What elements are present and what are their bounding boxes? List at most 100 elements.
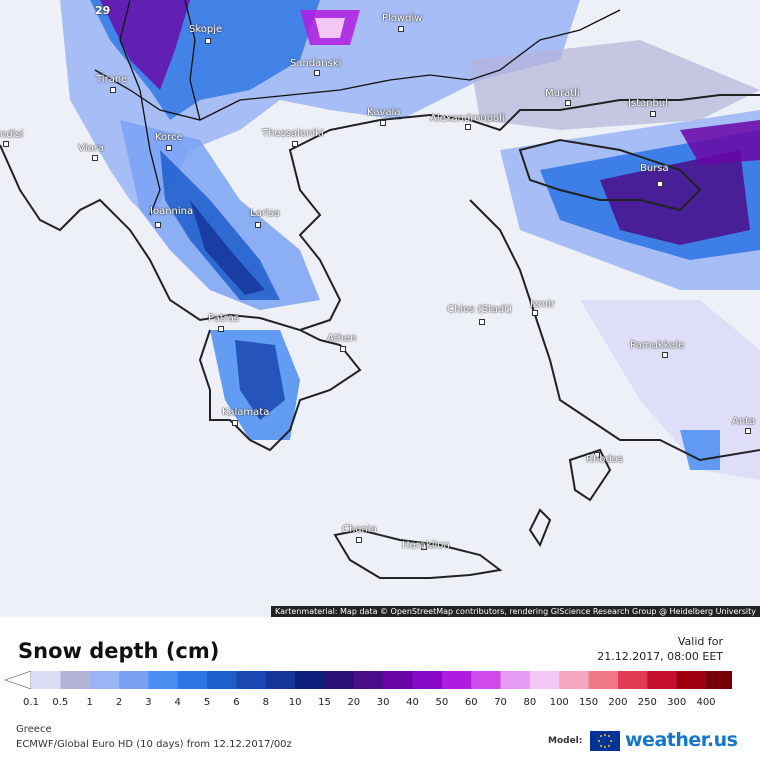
scale-tick-label: 20	[347, 697, 361, 708]
city-marker	[657, 181, 663, 187]
city-marker	[314, 70, 320, 76]
city-marker	[340, 346, 346, 352]
city-label-rhodos: Rhodos	[586, 454, 624, 465]
scale-tick-label: 300	[667, 697, 687, 708]
scale-tick-label: 40	[406, 697, 419, 708]
scale-tick-label: 250	[637, 697, 657, 708]
scale-band	[441, 671, 472, 689]
legend-title: Snow depth (cm)	[18, 639, 220, 663]
scale-tick-label: 3	[145, 697, 152, 708]
city-label-anta: Anta	[732, 416, 756, 427]
city-marker	[255, 222, 261, 228]
city-label-vlora: Vlora	[78, 143, 104, 154]
valid-for-date: 21.12.2017, 08:00 EET	[597, 650, 723, 663]
scale-band	[471, 671, 502, 689]
corner-value: 29	[95, 4, 111, 17]
city-marker	[532, 310, 538, 316]
city-label-athen: Athen	[327, 333, 357, 344]
city-label-plowdiw: Plowdiw	[382, 13, 423, 24]
city-label-tirane: Tirane	[96, 74, 128, 85]
city-marker	[110, 87, 116, 93]
scale-band	[31, 671, 61, 689]
scale-band	[60, 671, 91, 689]
city-marker	[218, 326, 224, 332]
scale-tick-label: 8	[262, 697, 269, 708]
scale-band	[588, 671, 619, 689]
country-borders	[94, 0, 621, 216]
city-label-chania: Chania	[342, 524, 377, 535]
scale-tick-label: 4	[174, 697, 181, 708]
city-marker	[232, 420, 238, 426]
city-marker	[565, 100, 571, 106]
scale-band	[559, 671, 590, 689]
city-marker	[421, 544, 427, 550]
city-marker	[356, 537, 362, 543]
snow-depth-map[interactable]: 29 Skopje Plowdiw Sandanski Tirane Murat…	[0, 0, 760, 617]
model-run-info: ECMWF/Global Euro HD (10 days) from 12.1…	[16, 739, 292, 750]
scale-tick-label: 60	[464, 697, 478, 708]
scale-tick-label: 10	[288, 697, 302, 708]
scale-band	[295, 671, 325, 689]
scale-tick-label: 400	[696, 697, 716, 708]
city-label-korce: Korce	[155, 132, 183, 143]
scale-tick-label: 30	[376, 697, 390, 708]
scale-band	[177, 671, 208, 689]
map-attribution: Kartenmaterial: Map data © OpenStreetMap…	[270, 606, 760, 617]
weather-us-logo[interactable]: weather.us	[625, 729, 738, 751]
scale-band	[617, 671, 648, 689]
city-marker	[292, 141, 298, 147]
scale-tick-label: 0.1	[23, 697, 39, 708]
valid-for-label: Valid for	[677, 635, 723, 648]
scale-tick-label: 15	[318, 697, 331, 708]
city-marker	[92, 155, 98, 161]
city-label-kalamata: Kalamata	[222, 407, 270, 418]
scale-band	[676, 671, 707, 689]
city-label-pamukkale: Pamukkale	[630, 340, 685, 351]
city-marker	[155, 222, 161, 228]
scale-tick-label: 50	[435, 697, 449, 708]
city-label-thessaloniki: Thessaloniki	[262, 128, 324, 139]
city-marker	[205, 38, 211, 44]
city-marker	[465, 124, 471, 130]
snow-field-west	[120, 120, 320, 310]
city-label-larisa: Larisa	[250, 208, 280, 219]
scale-band	[383, 671, 414, 689]
city-label-izmir: Izmir	[530, 299, 555, 310]
city-label-kavala: Kavala	[367, 107, 401, 118]
scale-tick-label: 0.5	[52, 697, 69, 708]
region-label: Greece	[16, 724, 52, 735]
city-marker	[479, 319, 485, 325]
map-canvas	[0, 0, 760, 579]
city-marker	[650, 111, 656, 117]
snow-field-peloponnese	[210, 330, 300, 440]
city-label-chios: Chios (Stadt)	[447, 304, 513, 315]
model-label: Model:	[548, 736, 583, 746]
scale-band	[119, 671, 149, 689]
scale-tick-label: 200	[608, 697, 628, 708]
city-label-sandanski: Sandanski	[290, 58, 342, 69]
scale-tick-label: 100	[549, 697, 569, 708]
city-marker	[3, 141, 9, 147]
city-label-skopje: Skopje	[189, 24, 223, 35]
city-marker	[380, 120, 386, 126]
city-label-heraklion: Heraklion	[402, 540, 450, 551]
city-marker	[594, 452, 600, 458]
scale-band	[706, 671, 732, 689]
scale-tick-label: 70	[494, 697, 507, 708]
city-label-bursa: Bursa	[640, 163, 669, 174]
city-marker	[662, 352, 668, 358]
city-label-patras: Patras	[208, 313, 240, 324]
scale-tick-label: 150	[579, 697, 599, 708]
scale-band	[148, 671, 179, 689]
city-marker	[398, 26, 404, 32]
city-label-istanbul: Istanbul	[628, 98, 669, 109]
scale-tick-label: 2	[115, 697, 123, 708]
scale-tick-label: 5	[203, 697, 211, 708]
city-marker	[166, 145, 172, 151]
eu-flag-icon	[590, 731, 620, 751]
scale-band	[265, 671, 296, 689]
scale-band	[412, 671, 443, 689]
scale-band	[647, 671, 678, 689]
scale-band	[207, 671, 237, 689]
scale-arrow-low	[5, 671, 32, 689]
